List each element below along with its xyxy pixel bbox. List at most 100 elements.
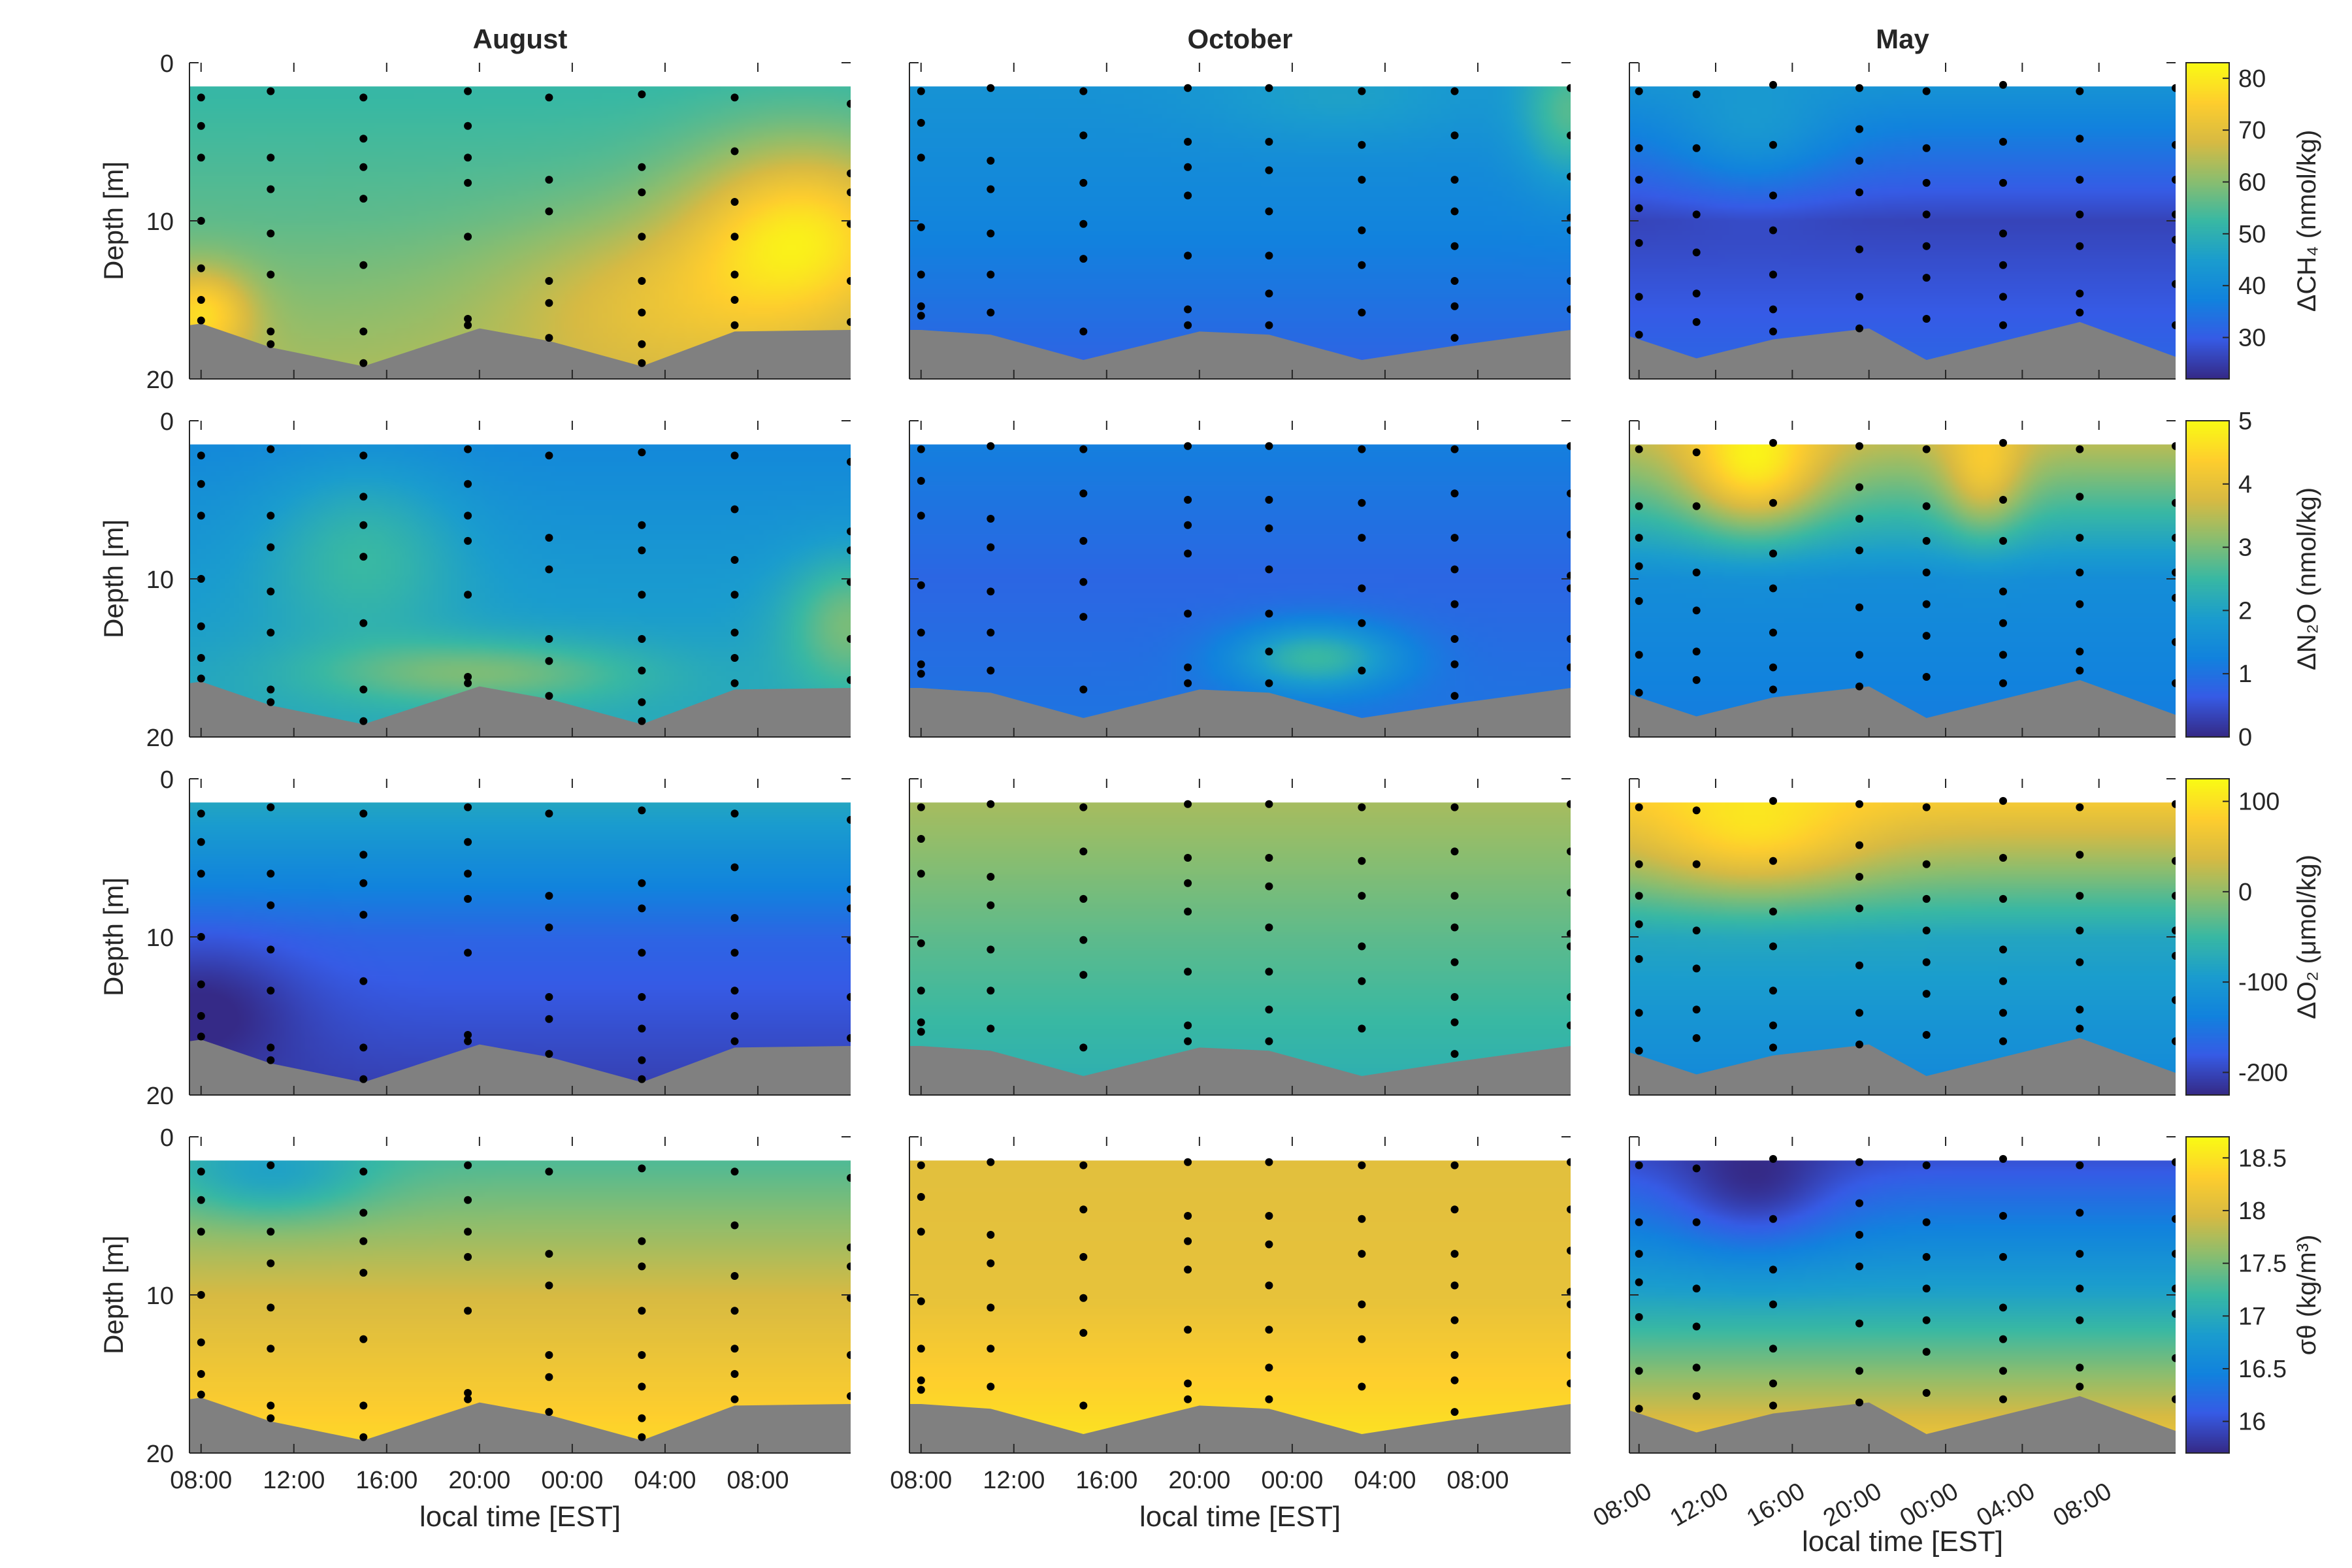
y-tick-label: 20 [146,725,174,752]
sample-point [1450,565,1459,574]
sample-point [1769,80,1777,89]
sample-point [197,622,205,630]
sample-point [2076,1382,2084,1391]
sample-point [1450,660,1459,668]
sample-point [1567,584,1571,593]
sample-point [1769,663,1777,672]
sample-point [1079,894,1088,903]
sample-point [1922,445,1931,453]
sample-point [197,217,205,225]
sample-point [1635,445,1643,453]
sample-point [1079,1252,1088,1261]
sample-point [1855,188,1863,197]
sample-point [1855,682,1863,691]
sample-point [2076,1005,2084,1014]
sample-point [730,451,739,460]
sample-point [847,904,851,913]
sample-point [1692,606,1701,615]
colorbar-frame [2185,62,2230,380]
sample-point [1358,140,1366,149]
x-tick-label: 20:00 [1819,1477,1886,1532]
sample-point [2076,803,2084,811]
sample-point [917,1028,925,1036]
sample-point [464,480,472,488]
sample-point [1922,926,1931,935]
sample-point [987,1024,995,1033]
sample-point [1922,1031,1931,1039]
sample-point [730,914,739,922]
sample-point [1635,1313,1643,1321]
sample-point [847,635,851,643]
sample-point [1855,651,1863,659]
heatmap-field [189,802,851,1095]
colorbar-tick-label: 17.5 [2238,1250,2287,1278]
sample-point [2076,1209,2084,1217]
sample-point [545,809,553,818]
sample-point [2076,1161,2084,1169]
sample-point [464,233,472,241]
sample-point [267,1228,275,1236]
sample-point [2076,1024,2084,1033]
sample-point [730,863,739,872]
sample-point [197,870,205,878]
heatmap-field [1629,1154,2176,1453]
sample-point [545,892,553,900]
sample-point [1855,515,1863,523]
heatmap-field [909,1158,1571,1453]
sample-point [1358,498,1366,507]
sample-point [987,945,995,954]
sample-point [917,270,925,279]
x-tick-label: 20:00 [448,1467,510,1494]
sample-point [1079,536,1088,545]
sample-point [359,911,368,919]
sample-point [1855,1231,1863,1239]
sample-point [464,949,472,957]
colorbar-label: σθ (kg/m³) [2293,1235,2321,1356]
seafloor-bathymetry [1629,1396,2176,1453]
seafloor-bathymetry [189,323,851,379]
sample-point [545,299,553,307]
sample-point [1567,663,1571,672]
y-tick-label: 20 [146,1083,174,1110]
sample-point [730,1168,739,1176]
sample-point [1855,1009,1863,1017]
sample-point [1450,445,1459,453]
sample-point [847,1243,851,1252]
column-title: May [1876,24,1929,54]
sample-point [1265,647,1273,656]
sample-point [464,1389,472,1397]
sample-point [1999,80,2007,89]
sample-point [638,1433,646,1441]
sample-point [917,803,925,811]
sample-point [847,1392,851,1400]
sample-point [359,261,368,269]
sample-point [197,933,205,941]
sample-point [197,93,205,102]
sample-point [1184,442,1192,450]
sample-point [197,480,205,488]
sample-point [1692,448,1701,457]
sample-point [730,233,739,241]
sample-point [638,359,646,367]
sample-point [1450,892,1459,900]
sample-point [464,445,472,453]
sample-point [917,87,925,95]
sample-point [464,321,472,329]
sample-point [2076,534,2084,542]
sample-point [1999,679,2007,687]
sample-point [987,1231,995,1239]
sample-point [638,277,646,285]
sample-point [1999,1335,2007,1343]
sample-point [1358,1161,1366,1169]
sample-point [638,949,646,957]
sample-point [1922,1389,1931,1397]
sample-point [464,315,472,323]
colorbar-sigma: 16 16.5 17 17.5 18 18.5 σθ (kg/m³) [2185,1136,2321,1454]
sample-point [847,188,851,197]
sample-point [464,1228,472,1236]
sample-point [1635,293,1643,301]
sample-point [2172,321,2176,329]
sample-point [464,870,472,878]
sample-point [464,673,472,681]
heatmap-field [909,800,1571,1095]
